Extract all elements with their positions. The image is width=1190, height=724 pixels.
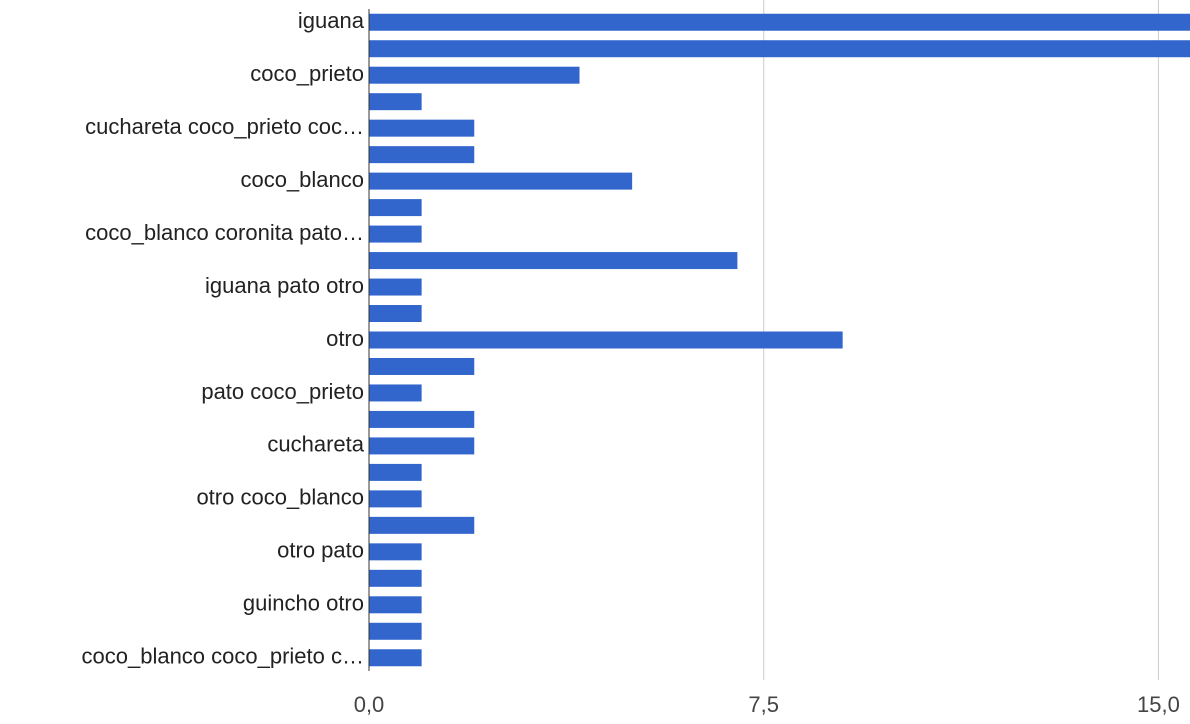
y-tick-label: iguana pato otro bbox=[205, 273, 364, 298]
bars bbox=[369, 13, 1190, 667]
bar bbox=[369, 331, 843, 349]
y-tick-label: pato coco_prieto bbox=[201, 379, 364, 404]
bar bbox=[369, 146, 475, 164]
bar bbox=[369, 569, 422, 587]
x-tick-label: 7,5 bbox=[748, 692, 779, 717]
bar bbox=[369, 516, 475, 534]
bar bbox=[369, 649, 422, 667]
bar bbox=[369, 66, 580, 84]
bar bbox=[369, 490, 422, 508]
bar bbox=[369, 199, 422, 217]
bar bbox=[369, 596, 422, 614]
bar bbox=[369, 172, 633, 190]
bar bbox=[369, 13, 1190, 31]
bar bbox=[369, 463, 422, 481]
x-tick-label: 15,0 bbox=[1137, 692, 1180, 717]
y-tick-label: otro bbox=[326, 326, 364, 351]
y-tick-label: iguana bbox=[298, 8, 365, 33]
bar bbox=[369, 225, 422, 243]
y-tick-label: guincho otro bbox=[243, 591, 364, 616]
bar bbox=[369, 622, 422, 640]
y-tick-label: otro coco_blanco bbox=[196, 485, 364, 510]
x-tick-label: 0,0 bbox=[354, 692, 385, 717]
y-tick-label: otro pato bbox=[277, 538, 364, 563]
bar bbox=[369, 93, 422, 111]
y-tick-label: coco_blanco coco_prieto c… bbox=[82, 644, 365, 669]
bar bbox=[369, 543, 422, 561]
y-tick-label: coco_blanco coronita pato… bbox=[85, 220, 364, 245]
bar bbox=[369, 357, 475, 375]
bar bbox=[369, 278, 422, 296]
bar bbox=[369, 305, 422, 323]
y-tick-label: cuchareta bbox=[267, 432, 364, 457]
y-tick-label: cuchareta coco_prieto coc… bbox=[85, 114, 364, 139]
bar bbox=[369, 437, 475, 455]
y-tick-label: coco_blanco bbox=[240, 167, 364, 192]
bar bbox=[369, 40, 1190, 58]
bar bbox=[369, 384, 422, 402]
bar bbox=[369, 119, 475, 137]
bar bbox=[369, 410, 475, 428]
bar bbox=[369, 252, 738, 270]
y-tick-label: coco_prieto bbox=[250, 61, 364, 86]
